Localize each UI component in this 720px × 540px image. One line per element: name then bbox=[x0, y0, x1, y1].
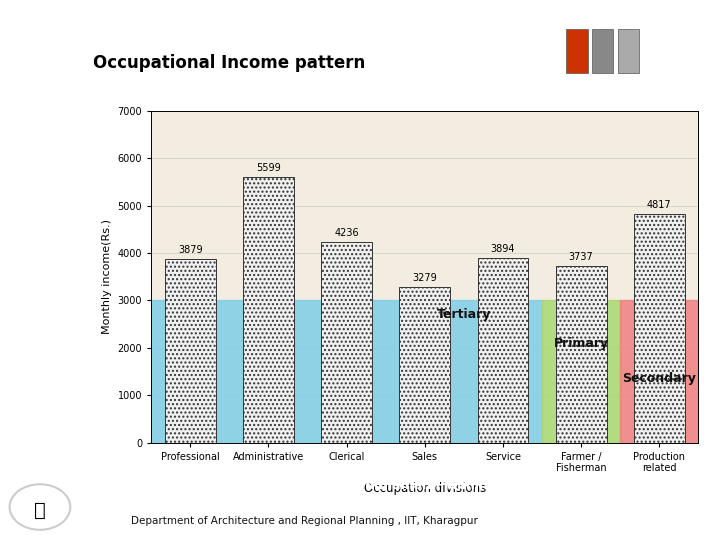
X-axis label: Occupation divisions: Occupation divisions bbox=[364, 482, 486, 495]
Text: Perspective Plan for Barddhaman Planning Area – Vision 2025: Perspective Plan for Barddhaman Planning… bbox=[195, 479, 631, 492]
Text: ECONOMY: ECONOMY bbox=[28, 169, 52, 311]
Text: Occupational Income pattern: Occupational Income pattern bbox=[93, 54, 365, 72]
Bar bbox=[151, 300, 542, 443]
Bar bbox=[400, 287, 450, 443]
Bar bbox=[556, 266, 606, 443]
Y-axis label: Monthly income(Rs.): Monthly income(Rs.) bbox=[102, 219, 112, 334]
Text: Department of Architecture and Regional Planning , IIT, Kharagpur: Department of Architecture and Regional … bbox=[130, 516, 477, 526]
Text: 4817: 4817 bbox=[647, 200, 672, 211]
Text: Secondary: Secondary bbox=[622, 372, 696, 385]
Text: 3879: 3879 bbox=[178, 245, 202, 255]
FancyBboxPatch shape bbox=[567, 29, 588, 73]
Bar bbox=[542, 300, 620, 443]
Bar bbox=[321, 242, 372, 443]
Bar bbox=[165, 259, 216, 443]
Text: 5599: 5599 bbox=[256, 164, 281, 173]
Bar bbox=[634, 214, 685, 443]
Text: Primary: Primary bbox=[554, 336, 608, 350]
Text: 4236: 4236 bbox=[334, 228, 359, 238]
FancyBboxPatch shape bbox=[618, 29, 639, 73]
Text: 3279: 3279 bbox=[413, 273, 437, 284]
Text: 3737: 3737 bbox=[569, 252, 593, 262]
Bar bbox=[243, 177, 294, 443]
Text: 🎓: 🎓 bbox=[34, 501, 46, 519]
Text: 3894: 3894 bbox=[491, 244, 516, 254]
Bar bbox=[620, 300, 698, 443]
Text: Tertiary: Tertiary bbox=[437, 308, 491, 321]
Bar bbox=[477, 258, 528, 443]
FancyBboxPatch shape bbox=[592, 29, 613, 73]
